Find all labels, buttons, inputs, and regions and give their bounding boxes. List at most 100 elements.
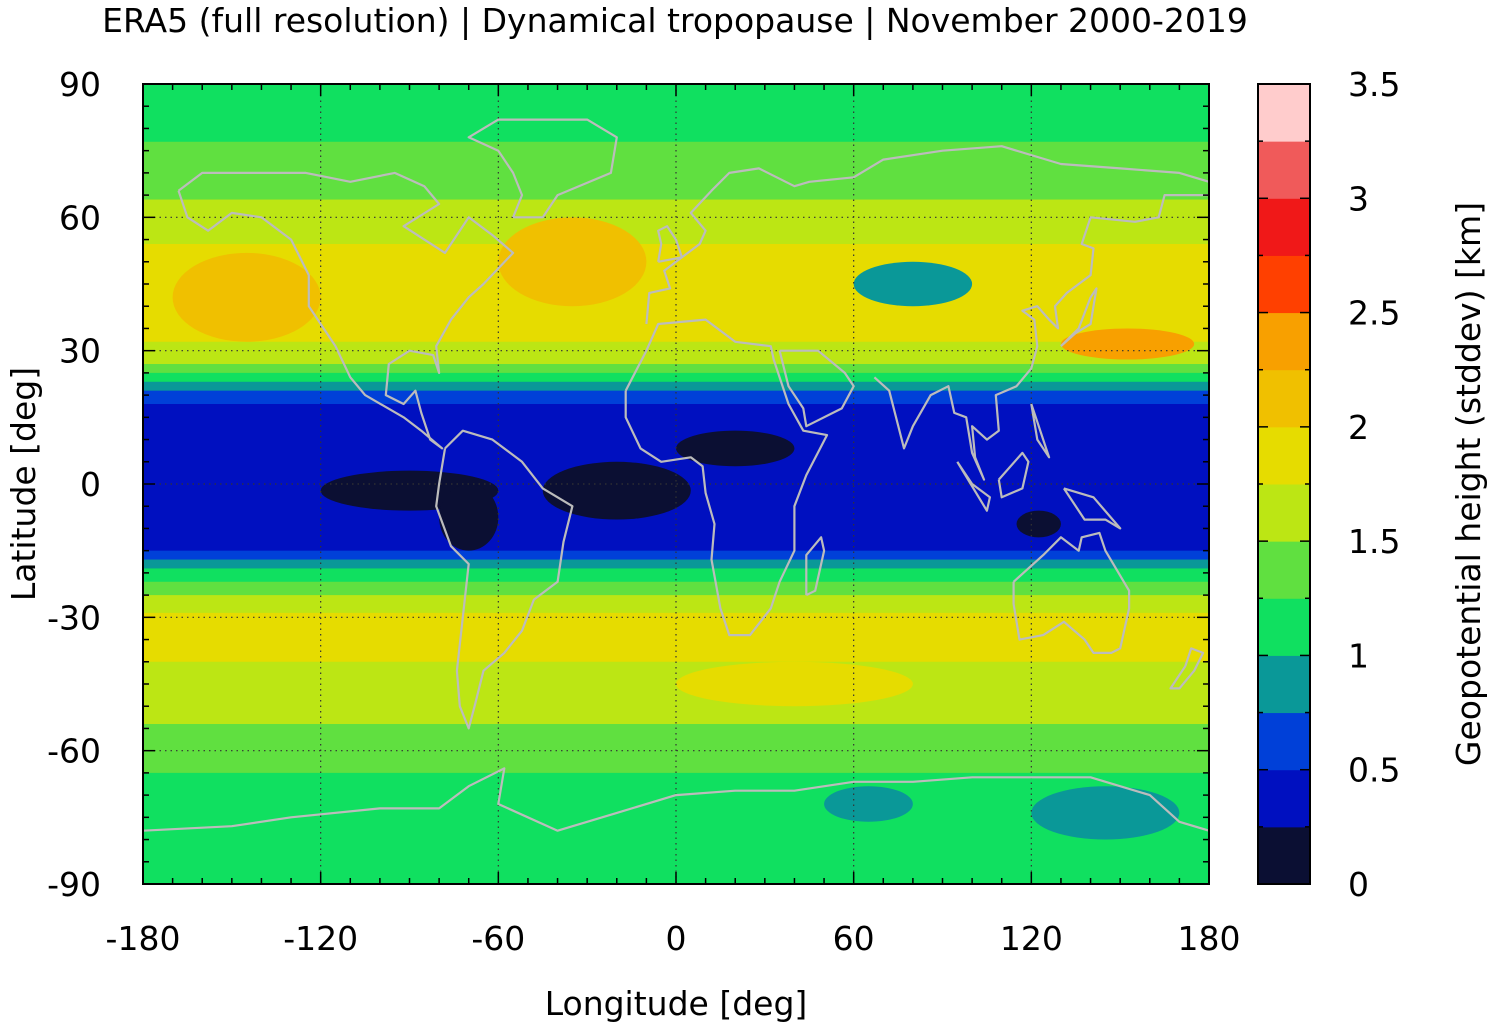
heatmap-band — [143, 777, 1209, 783]
grid-lines — [143, 84, 1209, 884]
y-tick-label: -30 — [47, 598, 101, 637]
coastline-path — [467, 118, 618, 219]
heatmap-band — [143, 586, 1209, 592]
heatmap-band — [143, 155, 1209, 161]
heatmap-band — [143, 826, 1209, 832]
coastline-path — [873, 194, 1209, 481]
heatmap-band — [143, 435, 1209, 441]
chart-title: ERA5 (full resolution) | Dynamical tropo… — [102, 1, 1248, 40]
heatmap-band — [143, 386, 1209, 392]
colorbar-swatch — [1258, 712, 1310, 771]
heatmap-band — [143, 706, 1209, 712]
coastlines — [143, 118, 1209, 832]
heatmap-band — [143, 799, 1209, 805]
heatmap-band — [143, 821, 1209, 827]
colorbar-tick-label: 3.5 — [1348, 65, 1400, 104]
coastline-path — [1062, 487, 1122, 530]
heatmap-band — [143, 372, 1209, 378]
heatmap-band — [143, 204, 1209, 210]
heatmap-band — [143, 608, 1209, 614]
heatmap-band — [143, 630, 1209, 636]
heatmap-band — [143, 212, 1209, 218]
heatmap-band — [143, 848, 1209, 854]
x-tick-label: 0 — [666, 919, 687, 958]
x-tick-label: -120 — [283, 919, 358, 958]
colorbar-swatch — [1258, 598, 1310, 656]
heatmap-region — [542, 461, 691, 520]
heatmap-band — [143, 355, 1209, 361]
heatmap-band — [143, 248, 1209, 254]
heatmap-band — [143, 537, 1209, 543]
heatmap-band — [143, 341, 1209, 347]
coastline-path — [956, 461, 991, 512]
heatmap-band — [143, 644, 1209, 650]
heatmap-band — [143, 292, 1209, 298]
heatmap-band — [143, 332, 1209, 338]
colorbar-swatch — [1258, 541, 1310, 599]
y-tick-label: -90 — [47, 865, 101, 904]
coastline-path — [1030, 403, 1051, 459]
heatmap-region — [676, 661, 913, 707]
heatmap-region — [1060, 328, 1195, 360]
heatmap-region — [439, 483, 499, 551]
x-tick-label: 180 — [1178, 919, 1241, 958]
heatmap-band — [143, 728, 1209, 734]
heatmap-band — [143, 172, 1209, 178]
x-tick-label: -60 — [471, 919, 525, 958]
heatmap-band — [143, 524, 1209, 530]
heatmap-band — [143, 572, 1209, 578]
heatmap-band — [143, 759, 1209, 765]
heatmap-band — [143, 177, 1209, 183]
heatmap-band — [143, 466, 1209, 472]
y-tick-label: -60 — [47, 732, 101, 771]
y-tick-label: 90 — [59, 65, 101, 104]
heatmap-band — [143, 377, 1209, 383]
colorbar-swatch — [1258, 484, 1310, 542]
colorbar-swatch — [1258, 655, 1310, 714]
heatmap-band — [143, 128, 1209, 134]
heatmap-band — [143, 306, 1209, 312]
heatmap-band — [143, 150, 1209, 156]
heatmap-band — [143, 701, 1209, 707]
heatmap-band — [143, 315, 1209, 321]
x-tick-label: 120 — [1000, 919, 1063, 958]
heatmap-band — [143, 421, 1209, 427]
colorbar-swatch — [1258, 426, 1310, 485]
y-axis-label: Latitude [deg] — [4, 367, 43, 601]
heatmap-band — [143, 221, 1209, 227]
colorbar-tick-label: 0 — [1348, 865, 1369, 904]
coastline-path — [1060, 287, 1098, 348]
heatmap-band — [143, 132, 1209, 138]
x-tick-label: 60 — [833, 919, 875, 958]
heatmap-band — [143, 226, 1209, 232]
heatmap-band — [143, 261, 1209, 267]
colorbar-tick-label: 1 — [1348, 636, 1369, 675]
heatmap-band — [143, 124, 1209, 130]
y-tick-label: 0 — [80, 465, 101, 504]
coastline-path — [143, 767, 1209, 832]
heatmap-region — [1031, 786, 1180, 840]
x-tick-label: -180 — [106, 919, 181, 958]
colorbar-swatch — [1258, 826, 1310, 885]
heatmap-band — [143, 781, 1209, 787]
coastline-path — [778, 349, 855, 428]
heatmap-band — [143, 595, 1209, 601]
heatmap-band — [143, 817, 1209, 823]
heatmap-band — [143, 639, 1209, 645]
heatmap-region — [853, 261, 973, 307]
heatmap-band — [143, 270, 1209, 276]
heatmap-band — [143, 697, 1209, 703]
heatmap-band — [143, 666, 1209, 672]
heatmap-band — [143, 675, 1209, 681]
heatmap-band — [143, 839, 1209, 845]
heatmap-band — [143, 679, 1209, 685]
heatmap-band — [143, 452, 1209, 458]
heatmap-region — [498, 217, 647, 307]
heatmap-band — [143, 795, 1209, 801]
heatmap-band — [143, 141, 1209, 147]
heatmap-band — [143, 790, 1209, 796]
heatmap-band — [143, 768, 1209, 774]
heatmap-band — [143, 430, 1209, 436]
heatmap-band — [143, 612, 1209, 618]
